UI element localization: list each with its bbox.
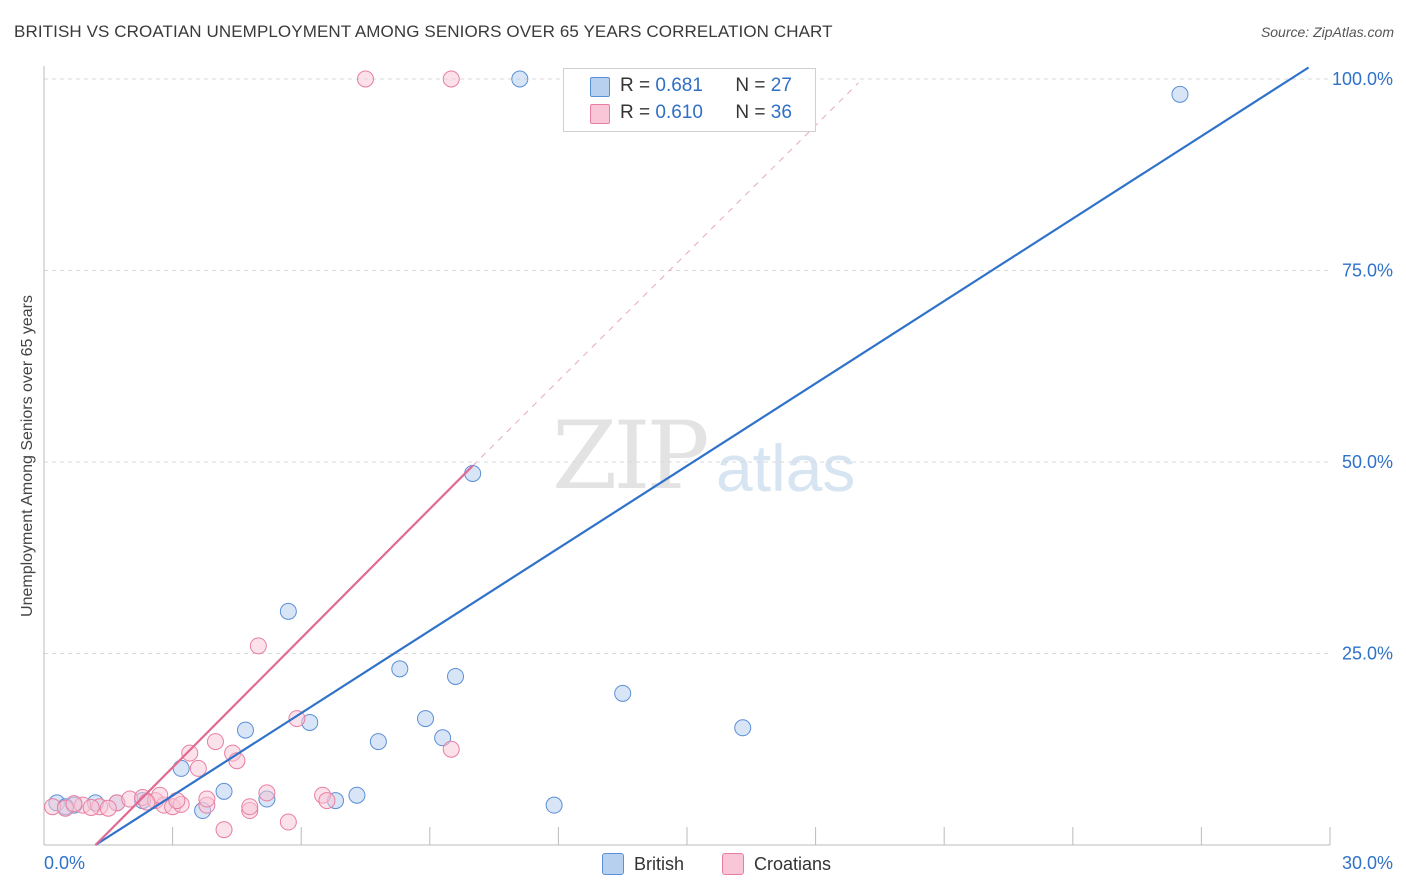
- x-tick-label: 30.0%: [1342, 853, 1393, 873]
- british-point: [348, 786, 366, 804]
- british-point: [391, 660, 409, 678]
- y-tick-label: 25.0%: [1342, 644, 1393, 664]
- bottom-legend-croatians: Croatians: [722, 853, 831, 875]
- croatians-n-value: 36: [770, 102, 792, 123]
- british-label: British: [634, 853, 685, 874]
- croatians-trend-extension: [472, 82, 859, 467]
- croatians-r-value: 0.610: [655, 102, 703, 123]
- croatians-point: [442, 740, 460, 758]
- british-legend-swatch: [590, 77, 610, 97]
- british-r-label: R =: [620, 75, 656, 96]
- british-r-value: 0.681: [655, 75, 703, 96]
- british-point: [464, 464, 482, 482]
- british-trend-line: [94, 66, 1310, 846]
- croatians-swatch: [722, 853, 744, 875]
- croatians-point: [442, 70, 460, 88]
- croatians-point: [318, 792, 336, 810]
- british-n-label: N =: [735, 75, 771, 96]
- croatians-point: [82, 798, 100, 816]
- croatians-point: [181, 744, 199, 762]
- british-swatch: [602, 853, 624, 875]
- british-point: [1171, 85, 1189, 103]
- chart-title: BRITISH VS CROATIAN UNEMPLOYMENT AMONG S…: [14, 22, 833, 41]
- croatians-point: [279, 813, 297, 831]
- british-n-value: 27: [770, 75, 792, 96]
- watermark-zip: ZIP: [552, 402, 710, 511]
- british-point: [369, 733, 387, 751]
- croatians-point: [249, 637, 267, 655]
- british-point: [279, 602, 297, 620]
- croatians-point: [198, 790, 216, 808]
- correlation-legend: R = 0.681 N = 27 R = 0.610 N = 36: [563, 68, 816, 132]
- y-tick-label: 75.0%: [1342, 261, 1393, 281]
- british-point: [614, 684, 632, 702]
- croatians-point: [189, 759, 207, 777]
- british-point: [236, 721, 254, 739]
- british-point: [434, 729, 452, 747]
- croatians-trend-line: [94, 465, 474, 846]
- croatians-point: [258, 784, 276, 802]
- british-stats: R = 0.681 N = 27: [620, 74, 792, 98]
- croatians-point: [65, 795, 83, 813]
- y-tick-label: 100.0%: [1332, 69, 1393, 89]
- y-tick-label: 50.0%: [1342, 452, 1393, 472]
- croatians-point: [241, 798, 259, 816]
- croatians-stats: R = 0.610 N = 36: [620, 101, 792, 125]
- british-point: [215, 782, 233, 800]
- source-label: Source: ZipAtlas.com: [1260, 24, 1394, 40]
- british-point: [447, 667, 465, 685]
- british-point: [511, 70, 529, 88]
- croatians-point: [168, 792, 186, 810]
- croatians-n-label: N =: [735, 102, 771, 123]
- croatians-point: [357, 70, 374, 88]
- british-point: [172, 759, 190, 777]
- croatians-point: [99, 799, 117, 817]
- watermark-atlas: atlas: [716, 431, 856, 505]
- bottom-legend-british: British: [602, 853, 684, 875]
- croatians-point: [215, 821, 233, 839]
- y-axis-label: Unemployment Among Seniors over 65 years: [19, 295, 36, 617]
- croatians-legend-swatch: [590, 104, 610, 124]
- croatians-point: [206, 733, 224, 751]
- x-tick-label: 0.0%: [44, 853, 85, 873]
- british-point: [734, 719, 752, 737]
- croatians-label: Croatians: [754, 853, 832, 874]
- british-point: [545, 796, 563, 814]
- british-point: [417, 710, 435, 728]
- croatians-r-label: R =: [620, 102, 656, 123]
